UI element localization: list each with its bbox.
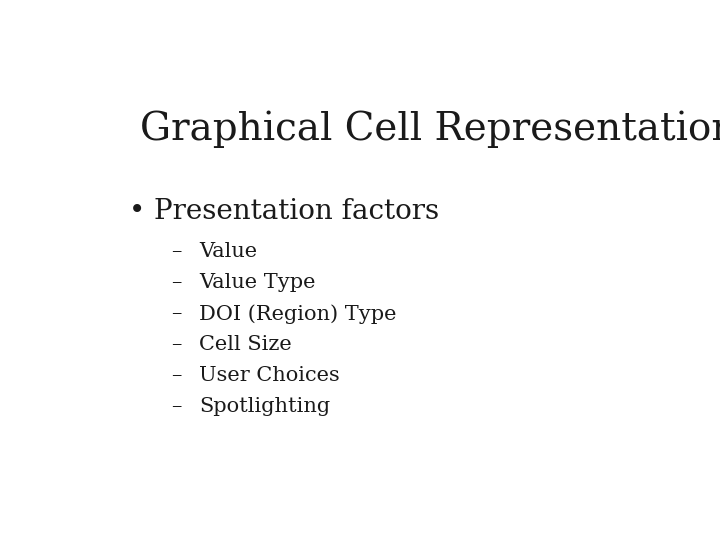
Text: Spotlighting: Spotlighting bbox=[199, 397, 330, 416]
Text: •: • bbox=[129, 198, 145, 225]
Text: –: – bbox=[171, 335, 181, 354]
Text: User Choices: User Choices bbox=[199, 366, 340, 385]
Text: Cell Size: Cell Size bbox=[199, 335, 292, 354]
Text: Presentation factors: Presentation factors bbox=[154, 198, 439, 225]
Text: Value: Value bbox=[199, 241, 257, 260]
Text: Graphical Cell Representation: Graphical Cell Representation bbox=[140, 111, 720, 148]
Text: –: – bbox=[171, 273, 181, 292]
Text: –: – bbox=[171, 241, 181, 260]
Text: –: – bbox=[171, 397, 181, 416]
Text: Value Type: Value Type bbox=[199, 273, 315, 292]
Text: DOI (Region) Type: DOI (Region) Type bbox=[199, 304, 396, 323]
Text: –: – bbox=[171, 304, 181, 323]
Text: –: – bbox=[171, 366, 181, 385]
